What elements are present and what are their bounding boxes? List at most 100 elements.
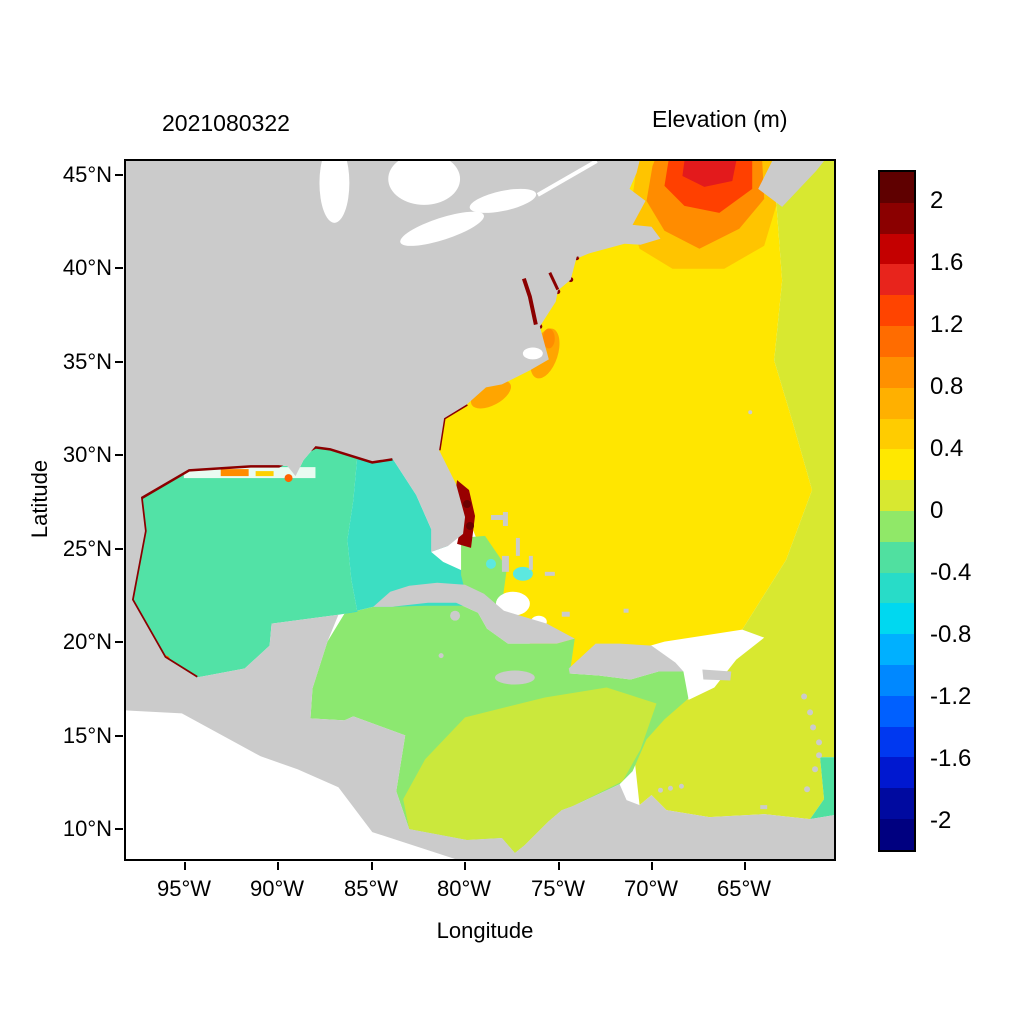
colorbar-cell xyxy=(880,819,914,850)
colorbar-label: 1.6 xyxy=(930,249,964,276)
region-hatteras-core xyxy=(542,328,555,349)
y-tick xyxy=(115,454,123,456)
y-tick xyxy=(115,267,123,269)
island-hispaniola xyxy=(568,643,684,680)
colorbar-cell xyxy=(880,264,914,296)
lake-huron xyxy=(388,161,461,205)
x-tick-label: 75°W xyxy=(530,876,586,901)
colorbar-label: 0.4 xyxy=(930,435,964,462)
region-atlantic-east xyxy=(634,161,834,820)
lake-ontario xyxy=(469,188,537,213)
y-tick-label: 15°N xyxy=(62,723,112,748)
island-andros xyxy=(501,555,509,572)
y-tick-label: 45°N xyxy=(62,162,112,187)
region-gulf-east xyxy=(344,456,499,614)
colorbar-cell xyxy=(880,726,914,758)
colorbar-cell xyxy=(880,233,914,265)
st-lawrence-river xyxy=(536,161,598,197)
colorbar-cell xyxy=(880,202,914,234)
bank-cyan-small xyxy=(485,558,496,569)
colorbar-cell xyxy=(880,295,914,327)
map-panel xyxy=(124,159,836,861)
x-tick-label: 70°W xyxy=(623,876,679,901)
colorbar xyxy=(878,170,916,852)
region-caribbean-south xyxy=(403,687,657,854)
y-tick xyxy=(115,828,123,830)
y-tick-label: 25°N xyxy=(62,536,112,561)
colorbar-cell xyxy=(880,326,914,357)
colorbar-label: 0.8 xyxy=(930,373,964,400)
x-tick xyxy=(277,862,279,870)
island-dominica xyxy=(810,724,817,731)
island-margarita xyxy=(760,805,768,810)
colorbar-cell xyxy=(880,449,914,481)
region-maine-core xyxy=(682,161,737,187)
y-tick-label: 30°N xyxy=(62,442,112,467)
island-abaco xyxy=(502,511,508,526)
x-tick xyxy=(651,862,653,870)
pamlico-sound xyxy=(522,347,543,360)
colorbar-cell xyxy=(880,788,914,820)
island-guadeloupe xyxy=(807,709,814,716)
colorbar-label: -0.8 xyxy=(930,621,972,648)
anomaly-florida-core xyxy=(463,500,472,509)
y-tick xyxy=(115,548,123,550)
island-bonaire xyxy=(678,783,684,789)
colorbar-label: 2 xyxy=(930,187,944,214)
colorbar-cell xyxy=(880,418,914,450)
region-delta-orange xyxy=(284,474,293,483)
anomaly-chesapeake xyxy=(521,278,538,325)
island-nova-scotia xyxy=(758,161,825,207)
elevation-map xyxy=(126,161,834,859)
colorbar-cell xyxy=(880,572,914,604)
island-jamaica xyxy=(494,670,535,685)
bank-cyan xyxy=(512,566,533,581)
island-aruba xyxy=(657,787,663,793)
lake-michigan xyxy=(319,161,350,223)
colorbar-cell xyxy=(880,510,914,542)
lake-erie xyxy=(400,211,484,246)
island-grand-bahama xyxy=(490,514,507,520)
x-axis-label: Longitude xyxy=(436,918,534,943)
island-juventud xyxy=(450,610,461,621)
timestamp-title: 2021080322 xyxy=(162,110,290,136)
land-mainland xyxy=(126,161,834,859)
island-bermuda xyxy=(748,410,753,415)
colorbar-cell xyxy=(880,634,914,665)
y-tick-label: 10°N xyxy=(62,816,112,841)
colorbar-label: -1.2 xyxy=(930,683,972,710)
y-tick-label: 20°N xyxy=(62,629,112,654)
region-teal-strip xyxy=(810,757,834,820)
anomaly-delaware xyxy=(548,272,560,291)
island-crooked xyxy=(544,571,555,576)
colorbar-cell xyxy=(880,695,914,727)
region-shelf-pale xyxy=(183,467,316,479)
region-carolina-patch xyxy=(470,380,512,409)
colorbar-label: 0 xyxy=(930,497,944,524)
island-grenada xyxy=(804,786,811,793)
y-tick-label: 40°N xyxy=(62,255,112,280)
island-antigua xyxy=(801,693,808,700)
x-tick xyxy=(558,862,560,870)
x-tick xyxy=(744,862,746,870)
region-gulf-west xyxy=(131,446,358,678)
x-tick xyxy=(371,862,373,870)
x-tick-label: 80°W xyxy=(436,876,492,901)
x-tick-label: 65°W xyxy=(716,876,772,901)
y-tick xyxy=(115,361,123,363)
x-tick-label: 90°W xyxy=(249,876,305,901)
island-st-lucia xyxy=(816,752,823,759)
colorbar-cell xyxy=(880,541,914,573)
island-long-bahama xyxy=(528,555,533,570)
colorbar-cell xyxy=(880,480,914,511)
anomaly-florida-core xyxy=(466,521,475,530)
colorbar-cell xyxy=(880,603,914,635)
island-turks xyxy=(623,608,629,613)
x-tick-label: 95°W xyxy=(156,876,212,901)
island-cayman xyxy=(438,653,444,659)
island-martinique xyxy=(816,739,823,746)
island-cuba xyxy=(373,582,575,644)
x-tick xyxy=(464,862,466,870)
colorbar-label: -0.4 xyxy=(930,559,972,586)
